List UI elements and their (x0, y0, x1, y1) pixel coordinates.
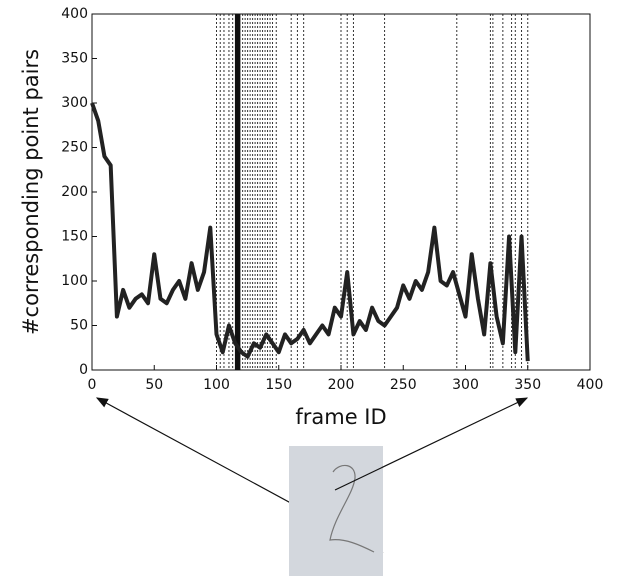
y-tick-label: 150 (61, 229, 88, 245)
x-tick-label: 50 (145, 377, 163, 393)
y-tick-label: 350 (61, 51, 88, 67)
y-tick-label: 400 (61, 6, 88, 22)
x-tick-label: 100 (203, 377, 230, 393)
marker-lines (216, 14, 529, 370)
x-tick-label: 150 (265, 377, 292, 393)
digit-image (289, 446, 383, 576)
digit-stroke (329, 464, 375, 553)
data-line (90, 102, 530, 362)
arrow (334, 397, 529, 491)
y-axis-label: #corresponding point pairs (19, 49, 43, 335)
y-tick-label: 0 (79, 362, 88, 378)
x-tick-label: 200 (328, 377, 355, 393)
x-tick-label: 250 (390, 377, 417, 393)
y-tick-label: 300 (61, 95, 88, 111)
x-tick-label: 0 (88, 377, 97, 393)
x-tick-label: 350 (514, 377, 541, 393)
y-tick-label: 100 (61, 273, 88, 289)
y-tick-label: 250 (61, 140, 88, 156)
x-axis-label: frame ID (295, 405, 386, 429)
y-tick-label: 50 (70, 318, 88, 334)
x-tick-label: 400 (577, 377, 604, 393)
x-tick-label: 300 (452, 377, 479, 393)
y-tick-label: 200 (61, 184, 88, 200)
